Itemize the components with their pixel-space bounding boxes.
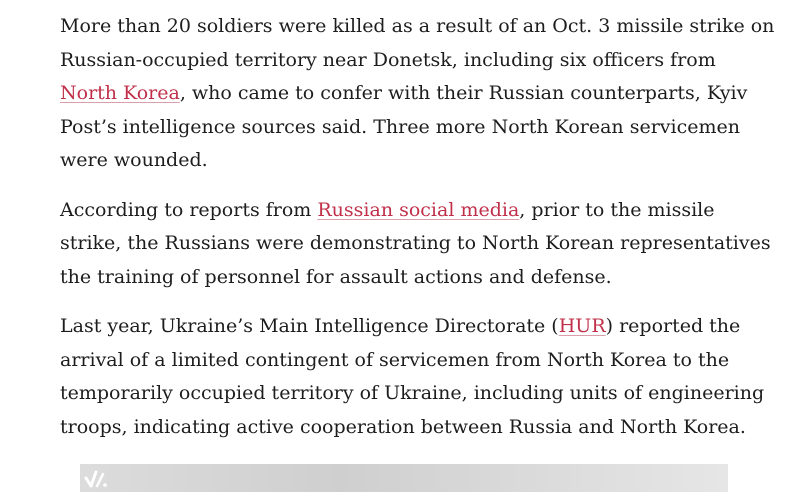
paragraph-1: More than 20 soldiers were killed as a r… bbox=[60, 10, 774, 178]
article-body: More than 20 soldiers were killed as a r… bbox=[60, 10, 774, 460]
checkmark-logo-icon bbox=[84, 470, 107, 488]
p2-line3: the training of personnel for assault ac… bbox=[60, 265, 612, 288]
p1-line2: Russian-occupied territory near Donetsk,… bbox=[60, 48, 716, 71]
paragraph-2: According to reports from Russian social… bbox=[60, 194, 771, 295]
p2-line1-post: , prior to the missile bbox=[519, 198, 715, 221]
p3-line1-post: ) reported the bbox=[605, 315, 741, 337]
russian-social-media-link[interactable]: Russian social media bbox=[317, 198, 520, 221]
p3-line3: temporarily occupied territory of Ukrain… bbox=[60, 382, 765, 404]
p3-line1-pre: Last year, Ukraine’s Main Intelligence D… bbox=[60, 315, 559, 337]
p3-line2: arrival of a limited contingent of servi… bbox=[60, 348, 730, 371]
p2-line2: strike, the Russians were demonstrating … bbox=[60, 232, 771, 254]
p1-line1: More than 20 soldiers were killed as a r… bbox=[60, 15, 775, 37]
p1-line4: Post’s intelligence sources said. Three … bbox=[60, 115, 740, 138]
hur-link[interactable]: HUR bbox=[558, 315, 606, 337]
paragraph-3: Last year, Ukraine’s Main Intelligence D… bbox=[60, 310, 764, 444]
p3-line4: troops, indicating active cooperation be… bbox=[60, 415, 746, 438]
p1-line3-rest: , who came to confer with their Russian … bbox=[179, 82, 748, 104]
p2-line1-pre: According to reports from bbox=[60, 198, 318, 221]
p1-line5: were wounded. bbox=[60, 149, 208, 171]
ad-banner[interactable] bbox=[80, 464, 728, 492]
north-korea-link[interactable]: North Korea bbox=[60, 82, 180, 104]
